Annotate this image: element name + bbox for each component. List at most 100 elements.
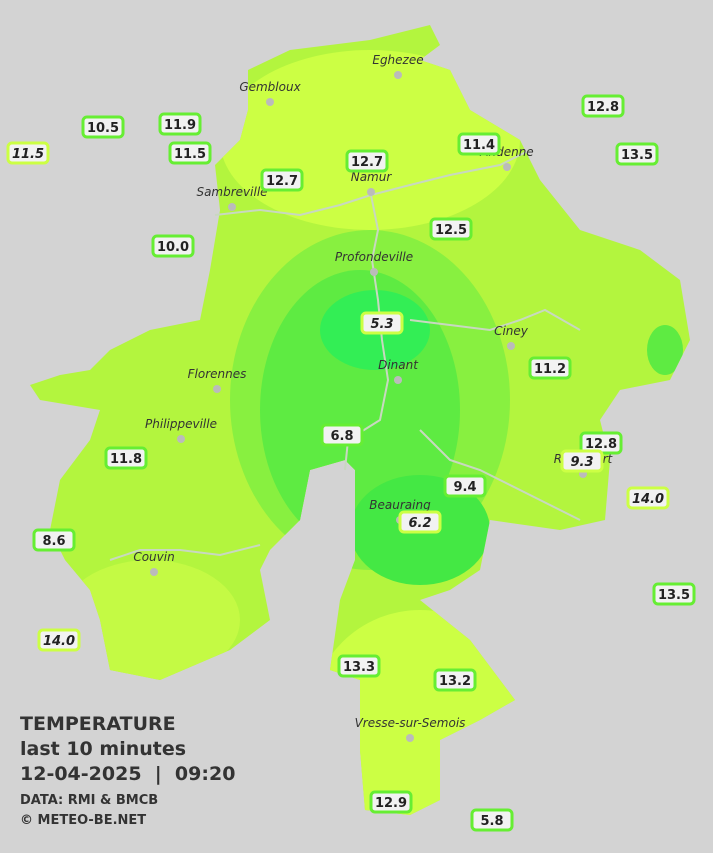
station-value: 12.7 [351,155,383,170]
legend-text: TEMPERATURE last 10 minutes 12-04-2025 |… [20,713,235,828]
station-value: 11.5 [174,147,206,162]
station: 12.9 [369,790,413,814]
heading: TEMPERATURE [20,713,176,735]
town-dot [228,203,236,211]
station: 5.3 [360,311,404,335]
station: 9.3 [560,449,604,473]
subtitle: last 10 minutes [20,738,186,760]
station: 10.5 [81,115,125,139]
town-dot [213,385,221,393]
station-box [151,234,195,258]
station-box [337,654,381,678]
station: 14.0 [626,486,670,510]
town-label: Florennes [188,367,247,381]
town-label: Vresse-sur-Semois [355,716,466,730]
station-value: 6.8 [330,429,353,444]
town-label: Eghezee [372,53,423,67]
station: 12.8 [581,94,625,118]
town-label: Sambreville [196,185,267,199]
town-dot [150,568,158,576]
station: 13.2 [433,668,477,692]
station-value: 13.5 [621,148,653,163]
station-value: 11.2 [534,362,566,377]
station: 11.4 [457,132,501,156]
station-value: 14.0 [632,492,664,507]
station: 11.5 [6,141,50,165]
station-box [470,808,514,832]
station-box [581,94,625,118]
station: 11.2 [528,356,572,380]
station-value: 10.0 [157,240,189,255]
station-value: 11.5 [12,147,44,162]
station-box [398,510,442,534]
town-label: Beauraing [369,498,431,512]
station-box [443,474,487,498]
town-label: Gembloux [239,80,301,94]
town-dot [406,734,414,742]
station: 12.7 [345,149,389,173]
station-value: 9.3 [570,455,593,470]
station: 14.0 [37,628,81,652]
town-label: Dinant [378,358,419,372]
station: 12.5 [429,217,473,241]
station-box [37,628,81,652]
station-box [457,132,501,156]
station: 11.8 [104,446,148,470]
station-box [360,311,404,335]
station-value: 9.4 [453,480,476,495]
town-label: Couvin [133,550,174,564]
credit: © METEO-BE.NET [20,813,146,828]
station: 13.5 [652,582,696,606]
station: 13.5 [615,142,659,166]
station-box [104,446,148,470]
station-value: 6.2 [408,516,431,531]
town-dot [367,188,375,196]
town-label: Ciney [494,324,529,338]
station: 6.8 [320,423,364,447]
station-box [652,582,696,606]
datetime: 12-04-2025 | 09:20 [20,763,235,785]
station-box [81,115,125,139]
station-box [345,149,389,173]
station-box [6,141,50,165]
station-box [433,668,477,692]
station-value: 14.0 [43,634,75,649]
town-dot [394,376,402,384]
station: 13.3 [337,654,381,678]
station-value: 8.6 [42,534,65,549]
station: 11.9 [158,112,202,136]
station-value: 11.4 [463,138,495,153]
station-box [32,528,76,552]
station-value: 10.5 [87,121,119,136]
station: 8.6 [32,528,76,552]
station-box [168,141,212,165]
station-value: 12.5 [435,223,467,238]
station-value: 13.3 [343,660,375,675]
station-value: 5.3 [370,317,393,332]
station-value: 13.2 [439,674,471,689]
station: 6.2 [398,510,442,534]
station-box [320,423,364,447]
station-box [369,790,413,814]
station-value: 11.8 [110,452,142,467]
station: 10.0 [151,234,195,258]
station: 12.7 [260,168,304,192]
town-label: Namur [351,170,393,184]
station-box [560,449,604,473]
station-box [626,486,670,510]
station-value: 11.9 [164,118,196,133]
station-box [158,112,202,136]
station-box [528,356,572,380]
town-dot [177,435,185,443]
station-value: 12.9 [375,796,407,811]
station-value: 12.7 [266,174,298,189]
station-value: 13.5 [658,588,690,603]
station-box [260,168,304,192]
town-dot [370,268,378,276]
town-dot [266,98,274,106]
station-value: 5.8 [480,814,503,829]
station-value: 12.8 [587,100,619,115]
station: 5.8 [470,808,514,832]
town-label: Profondeville [335,250,413,264]
